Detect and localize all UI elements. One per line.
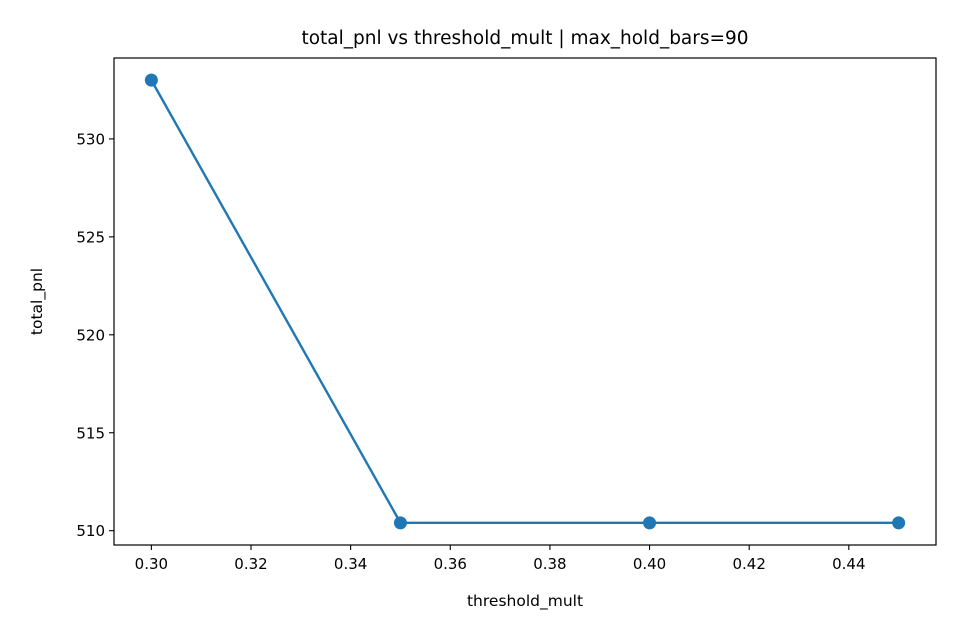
y-axis-label: total_pnl (28, 268, 47, 335)
data-point (144, 73, 158, 87)
x-tick-label: 0.30 (135, 555, 168, 573)
x-tick-label: 0.42 (732, 555, 765, 573)
plot-frame (113, 57, 937, 546)
x-tick-label: 0.44 (832, 555, 865, 573)
x-tick-label: 0.32 (234, 555, 267, 573)
x-tick-label: 0.40 (633, 555, 666, 573)
x-axis-label: threshold_mult (467, 592, 583, 611)
y-tick-label: 515 (76, 424, 105, 442)
y-tick-label: 530 (76, 130, 105, 148)
y-tick-label: 520 (76, 326, 105, 344)
plot-series (144, 73, 906, 530)
x-tick-label: 0.38 (533, 555, 566, 573)
chart-title: total_pnl vs threshold_mult | max_hold_b… (301, 28, 748, 49)
y-tick-label: 525 (76, 228, 105, 246)
y-tick-label: 510 (76, 522, 105, 540)
data-point (643, 516, 657, 530)
y-axis: 510 515 520 525 530 (76, 130, 114, 540)
x-tick-label: 0.34 (334, 555, 367, 573)
series-line (150, 79, 899, 525)
x-tick-label: 0.36 (434, 555, 467, 573)
data-point (393, 516, 407, 530)
data-point (892, 516, 906, 530)
x-axis: 0.30 0.32 0.34 0.36 0.38 0.40 0.42 0.44 (135, 545, 866, 573)
